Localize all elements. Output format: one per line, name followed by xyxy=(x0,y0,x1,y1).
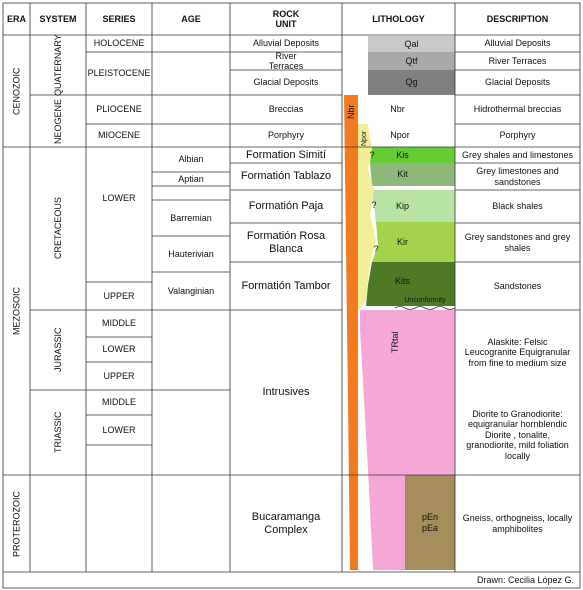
pen-fill xyxy=(405,475,455,570)
rock-unit: Formatión Paja xyxy=(248,200,324,213)
series-label: PLIOCENE xyxy=(96,104,142,115)
nbr-fill xyxy=(344,95,358,570)
age-label: Hauterivian xyxy=(168,248,214,259)
description: Sandstones xyxy=(493,280,542,291)
description: Grey sandstones and grey shales xyxy=(464,232,571,253)
lithology-label: Nbr xyxy=(390,104,405,115)
series-label: UPPER xyxy=(103,370,135,381)
lithology-label: TRtal xyxy=(389,331,400,354)
lithology-label: Unconformity xyxy=(404,297,446,305)
rock-unit: Formatión Tablazo xyxy=(240,170,332,183)
column-header: SERIES xyxy=(102,13,136,24)
system-label: NEOGENE xyxy=(52,98,63,144)
lithology-label: Qg xyxy=(405,77,418,88)
kit-fill xyxy=(370,163,455,186)
series-label: LOWER xyxy=(102,344,136,355)
kir-fill xyxy=(372,222,455,262)
description: Gneiss, orthogneiss, locally amphibolite… xyxy=(462,513,573,534)
age-label: Aptian xyxy=(178,173,204,184)
question-mark: ? xyxy=(373,243,379,254)
description: Grey shales and limestones xyxy=(461,149,574,160)
age-label: Albian xyxy=(178,154,204,165)
description: River Terraces xyxy=(488,55,547,66)
rock-unit: Formatión Tambor xyxy=(241,279,331,292)
qtf-fill xyxy=(368,52,455,70)
series-label: PLEISTOCENE xyxy=(87,68,151,79)
series-label: UPPER xyxy=(103,290,135,301)
series-label: MIOCENE xyxy=(97,130,140,141)
kip-fill xyxy=(372,190,455,222)
era-label: CENOZOIC xyxy=(11,67,22,115)
description: Diorite to Granodiorite: equigranular ho… xyxy=(466,409,569,461)
lithology-label: Nbr xyxy=(345,104,356,119)
lithology-label: Kis xyxy=(396,149,409,160)
rock-unit: Formatión Rosa Blanca xyxy=(246,229,326,255)
series-label: LOWER xyxy=(102,424,136,435)
age-label: Valanginian xyxy=(167,285,215,296)
rock-unit: River Terraces xyxy=(268,50,304,71)
series-label: MIDDLE xyxy=(101,318,136,329)
description: Alluvial Deposits xyxy=(484,38,551,49)
footer: Drawn: Cecilia López G. xyxy=(476,574,574,585)
lithology-label: Qal xyxy=(404,38,419,49)
lithology-label: Kits xyxy=(394,275,410,286)
series-label: MIDDLE xyxy=(101,397,136,408)
column-header: AGE xyxy=(181,13,201,24)
rock-unit: Alluvial Deposits xyxy=(252,38,320,49)
rock-unit: Glacial Deposits xyxy=(253,77,319,88)
lithology-fills xyxy=(344,36,456,570)
lithology-label: Kir xyxy=(397,236,408,247)
lithology-label: Kit xyxy=(397,169,408,180)
rock-unit: Formation Simití xyxy=(245,148,327,161)
lithology-label: Qtf xyxy=(405,55,418,66)
lithology-label: Npor xyxy=(390,130,410,141)
column-header: LITHOLOGY xyxy=(372,13,425,24)
kis-fill xyxy=(370,147,455,163)
system-label: JURASSIC xyxy=(52,327,63,373)
series-label: HOLOCENE xyxy=(93,38,145,49)
question-mark: ? xyxy=(371,199,377,210)
system-label: CRETACEOUS xyxy=(52,197,63,260)
unconformity-line xyxy=(394,306,456,310)
column-header: ROCK UNIT xyxy=(272,8,300,29)
rock-unit: Porphyry xyxy=(267,130,304,141)
age-label: Barremian xyxy=(170,212,212,223)
qg-fill xyxy=(368,70,455,95)
description: Glacial Deposits xyxy=(484,77,551,88)
era-label: MEZOSOIC xyxy=(11,287,22,336)
description: Porphyry xyxy=(499,130,536,141)
kits-fill xyxy=(366,262,455,306)
lithology-label: Npor xyxy=(360,130,368,146)
description: Alaskite: Felsic Leucogranite Equigranul… xyxy=(464,336,571,368)
npor-fill xyxy=(358,124,376,310)
system-label: TRIASSIC xyxy=(52,411,63,454)
question-mark: ? xyxy=(369,149,375,160)
lithology-label: pEn pEa xyxy=(421,512,438,533)
description: Black shales xyxy=(492,201,543,212)
era-label: PROTEROZOIC xyxy=(11,490,22,557)
description: Hidrothermal breccias xyxy=(473,104,562,115)
system-label: QUATERNARY xyxy=(52,34,63,96)
description: Grey limestones and sandstones xyxy=(476,166,559,187)
rock-unit: Breccias xyxy=(268,104,304,115)
lithology-label: Kip xyxy=(395,200,409,211)
trtal-fill xyxy=(360,310,455,570)
column-header: DESCRIPTION xyxy=(486,13,549,24)
qal-fill xyxy=(368,36,455,52)
rock-unit: Bucaramanga Complex xyxy=(251,510,321,536)
column-header: ERA xyxy=(6,13,26,24)
series-label: LOWER xyxy=(102,193,136,204)
column-header: SYSTEM xyxy=(39,13,77,24)
rock-unit: Intrusives xyxy=(262,386,310,399)
